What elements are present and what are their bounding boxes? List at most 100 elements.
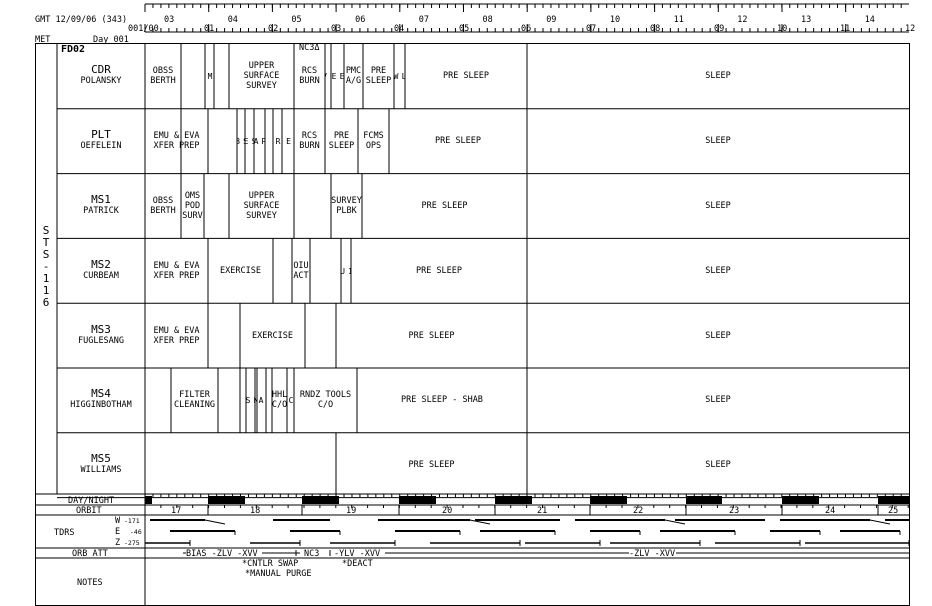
activity-block: T R A N S F E R — [246, 396, 257, 405]
activity-block: RNDZ TOOLS C/O — [299, 390, 352, 411]
orbit-number: 24 — [825, 506, 836, 516]
activity-block: U P D A S T E — [255, 396, 266, 405]
flight-day-label: FD02 — [61, 44, 86, 55]
activity-block: EMU & EVA XFER PREP — [153, 131, 200, 152]
gmt-tick-label: 04 — [227, 15, 238, 25]
crew-position: MS3 — [91, 322, 111, 336]
tdrs-w-label: W — [115, 516, 121, 526]
note-deact: *DEACT — [342, 559, 373, 569]
activity-block: FILTER CLEANING — [174, 390, 215, 411]
crew-position: MS5 — [91, 452, 111, 466]
tdrs-w-value: -171 — [124, 517, 140, 525]
orbit-number: 19 — [346, 506, 357, 516]
tdrs-z-label: Z — [115, 538, 121, 548]
crew-name: OEFELEIN — [80, 141, 122, 152]
orbit-number: 22 — [633, 506, 644, 516]
orbit-number: 17 — [171, 506, 182, 516]
activity-block: SLEEP — [705, 265, 731, 276]
crew-name: FUGLESANG — [77, 335, 125, 346]
tdrs-e-label: E — [115, 527, 121, 537]
activity-block: SLEEP — [705, 200, 731, 211]
activity-block: S L E E P — [282, 137, 294, 146]
crew-name: PATRICK — [83, 206, 119, 216]
crew-position: CDR — [91, 63, 111, 77]
gmt-tick-label: 08 — [482, 15, 493, 25]
activity-block: P R E — [273, 137, 282, 146]
activity-block: O I U * — [341, 266, 351, 275]
notes-label: NOTES — [77, 578, 103, 588]
activity-block: S R L E E E P P — [331, 72, 344, 81]
activity-block: EXERCISE — [252, 330, 293, 341]
activity-block: PRE SLEEP — [421, 200, 468, 211]
gmt-tick-label: 05 — [291, 15, 302, 25]
activity-block: PRE SLEEP — [434, 136, 482, 147]
gmt-tick-label: 06 — [355, 15, 366, 25]
tdrs-label: TDRS — [54, 528, 75, 538]
activity-block: OMS POD SURV — [182, 190, 203, 221]
crew-name: HIGGINBOTHAM — [70, 400, 132, 411]
activity-block: PRE SLEEP — [442, 71, 490, 82]
activity-block: F D Z L W M V R — [394, 72, 405, 81]
activity-block: PRE SLEEP — [408, 330, 455, 341]
activity-block: PRE SLEEP — [365, 66, 392, 87]
activity-block: UPPER SURFACE SURVEY — [243, 61, 280, 92]
activity-block: PRE SLEEP - SHAB — [401, 395, 483, 406]
gmt-tick-label: 12 — [737, 15, 748, 25]
met-tick-label: 08 — [650, 24, 661, 34]
crew-position: MS4 — [91, 387, 111, 401]
activity-block: SURVEY PLBK — [331, 195, 362, 216]
orbit-number: 25 — [888, 506, 899, 516]
activity-block: OIU ACT — [293, 260, 309, 281]
tdrs-e-value: -46 — [130, 528, 142, 536]
activity-block: RCS BURN — [299, 131, 320, 152]
activity-block: W M V R — [325, 72, 331, 81]
met-tick-label: 04 — [394, 24, 405, 34]
activity-block: PRE SLEEP — [408, 460, 455, 471]
crew-ms5: MS5 WILLIAMS — [57, 452, 145, 476]
crew-position: PLT — [91, 128, 111, 142]
note-cntlr-swap: *CNTLR SWAP — [242, 559, 299, 569]
met-label: MET — [35, 35, 51, 45]
orbit-number: 20 — [442, 506, 453, 516]
met-tick-label: 05 — [459, 24, 470, 34]
orb-att-label: ORB ATT — [72, 549, 108, 559]
att-zlv: -ZLV -XVV — [629, 549, 676, 559]
met-tick-label: 12 — [905, 24, 916, 34]
crew-ms3: MS3 FUGLESANG — [57, 322, 145, 346]
gmt-tick-label: 13 — [801, 15, 812, 25]
gmt-tick-label: 07 — [418, 15, 430, 25]
activity-block: EMU & EVA XFER PREP — [153, 260, 200, 281]
orbit-number: 23 — [729, 506, 740, 516]
activity-block: RCS BURN — [299, 66, 320, 87]
activity-block: H T R R A C F G — [254, 137, 265, 146]
crew-name: WILLIAMS — [80, 465, 122, 476]
gmt-tick-label: 09 — [546, 15, 557, 25]
activity-block: SLEEP — [705, 395, 731, 406]
day-night-label: DAY/NIGHT — [68, 496, 115, 506]
activity-block: SLEEP — [705, 460, 731, 471]
activity-block: UPPER SURFACE SURVEY — [243, 190, 280, 221]
crew-ms4: MS4 HIGGINBOTHAM — [57, 387, 145, 411]
crew-ms2: MS2 CURBEAM — [57, 258, 145, 281]
activity-block: SLEEP — [705, 330, 731, 341]
gmt-tick-label: 03 — [164, 15, 175, 25]
nc3-top-label: NC3Δ — [299, 43, 320, 53]
crew-plt: PLT OEFELEIN — [57, 128, 145, 152]
orbit-label: ORBIT — [76, 506, 102, 516]
activity-block: PRE SLEEP — [415, 265, 463, 276]
met-start: 001/00 — [128, 24, 159, 34]
day-label: Day 001 — [93, 35, 129, 45]
activity-block: W S B * — [237, 137, 245, 146]
crew-name: CURBEAM — [83, 270, 119, 281]
crew-name: POLANSKY — [80, 76, 122, 87]
att-nc3: NC3 — [304, 549, 320, 559]
crew-ms1: MS1 PATRICK — [57, 194, 145, 217]
activity-block: SLEEP — [705, 136, 731, 147]
gmt-label: GMT 12/09/06 (343) — [35, 15, 128, 25]
activity-block: OBSS BERTH — [150, 195, 176, 216]
activity-block: EMU & EVA XFER PREP — [153, 325, 200, 346]
met-tick-label: 06 — [521, 24, 532, 34]
met-tick-label: 02 — [268, 24, 279, 34]
